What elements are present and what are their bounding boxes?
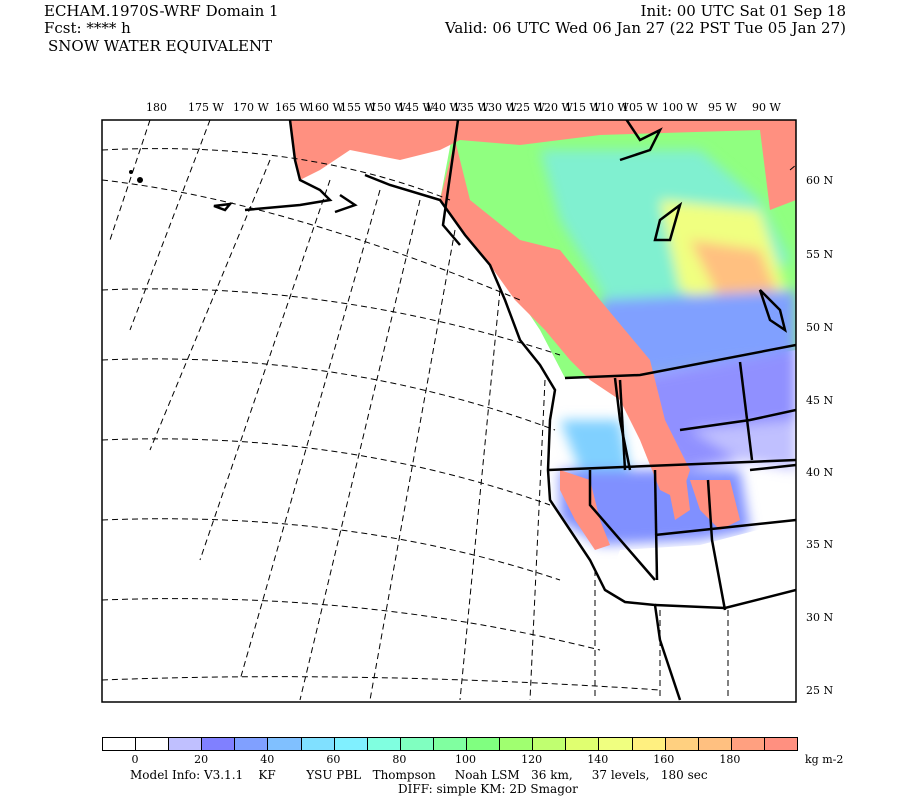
colorbar-tick-label: 160 bbox=[653, 753, 675, 766]
lon-label: 180 bbox=[146, 101, 167, 114]
snow-heavy-alaska-bc bbox=[290, 120, 796, 500]
colorbar-box bbox=[103, 738, 137, 750]
colorbar-box bbox=[169, 738, 203, 750]
lat-label: 30 N bbox=[806, 611, 834, 624]
lon-label: 125 W bbox=[509, 101, 545, 114]
no-snow-southwest bbox=[605, 520, 796, 702]
colorbar-box bbox=[467, 738, 501, 750]
colorbar bbox=[102, 737, 798, 751]
lon-label: 145 W bbox=[398, 101, 434, 114]
colorbar-tick-label: 140 bbox=[587, 753, 609, 766]
model-title: ECHAM.1970S-WRF Domain 1 bbox=[44, 2, 279, 20]
colorbar-units: kg m-2 bbox=[805, 753, 844, 766]
colorbar-box bbox=[136, 738, 170, 750]
lon-label: 115 W bbox=[565, 101, 601, 114]
lon-label: 150 W bbox=[370, 101, 406, 114]
colorbar-box bbox=[301, 738, 335, 750]
init-time: Init: 00 UTC Sat 01 Sep 18 bbox=[640, 2, 846, 20]
colorbar-box bbox=[500, 738, 534, 750]
colorbar-box bbox=[433, 738, 468, 750]
ocean bbox=[102, 120, 680, 702]
colorbar-tick-label: 120 bbox=[521, 753, 543, 766]
lon-label: 160 W bbox=[308, 101, 344, 114]
colorbar-box bbox=[731, 738, 765, 750]
coastlines-borders bbox=[213, 120, 796, 701]
field-name: SNOW WATER EQUIVALENT bbox=[48, 37, 273, 55]
lon-label: 155 W bbox=[340, 101, 376, 114]
lat-label: 60 N bbox=[806, 174, 834, 187]
colorbar-box bbox=[533, 738, 567, 750]
forecast-hour: Fcst: **** h bbox=[44, 19, 131, 37]
colorbar-tick-label: 20 bbox=[194, 753, 209, 766]
model-info: Model Info: V3.1.1 KF YSU PBL Thompson N… bbox=[130, 768, 708, 782]
lon-label: 140 W bbox=[425, 101, 461, 114]
snow-utah bbox=[665, 470, 690, 520]
lat-label: 55 N bbox=[806, 248, 834, 261]
colorbar-box bbox=[400, 738, 434, 750]
colorbar-tick-label: 0 bbox=[131, 753, 139, 766]
colorbar-tick-label: 80 bbox=[392, 753, 407, 766]
snow-sierra bbox=[560, 470, 610, 550]
lon-label: 120 W bbox=[537, 101, 573, 114]
colorbar-box bbox=[367, 738, 401, 750]
lat-label: 40 N bbox=[806, 466, 834, 479]
colorbar-box bbox=[632, 738, 666, 750]
lat-label: 35 N bbox=[806, 538, 834, 551]
lon-label: 90 W bbox=[752, 101, 781, 114]
colorbar-tick-label: 40 bbox=[260, 753, 275, 766]
colorbar-box bbox=[698, 738, 732, 750]
colorbar-box bbox=[599, 738, 633, 750]
colorbar-box bbox=[268, 738, 302, 750]
colorbar-box bbox=[764, 738, 797, 750]
lon-label: 105 W bbox=[622, 101, 658, 114]
lon-label: 95 W bbox=[708, 101, 737, 114]
snow-colorado bbox=[690, 480, 740, 530]
diff-info: DIFF: simple KM: 2D Smagor bbox=[398, 782, 578, 796]
colorbar-tick-label: 60 bbox=[326, 753, 341, 766]
lon-label: 170 W bbox=[233, 101, 269, 114]
lon-label: 175 W bbox=[188, 101, 224, 114]
lat-label: 25 N bbox=[806, 684, 834, 697]
colorbar-tick-label: 100 bbox=[455, 753, 477, 766]
colorbar-box bbox=[202, 738, 236, 750]
map-frame bbox=[101, 119, 797, 703]
lon-label: 130 W bbox=[481, 101, 517, 114]
lon-label: 135 W bbox=[453, 101, 489, 114]
colorbar-tick-label: 180 bbox=[719, 753, 741, 766]
colorbar-box bbox=[235, 738, 269, 750]
lon-label: 100 W bbox=[662, 101, 698, 114]
lat-label: 50 N bbox=[806, 321, 834, 334]
colorbar-box bbox=[665, 738, 699, 750]
lat-label: 45 N bbox=[806, 394, 834, 407]
valid-time: Valid: 06 UTC Wed 06 Jan 27 (22 PST Tue … bbox=[444, 19, 846, 37]
lon-label: 165 W bbox=[275, 101, 311, 114]
colorbar-box bbox=[566, 738, 600, 750]
colorbar-box bbox=[334, 738, 368, 750]
lon-label: 110 W bbox=[593, 101, 629, 114]
